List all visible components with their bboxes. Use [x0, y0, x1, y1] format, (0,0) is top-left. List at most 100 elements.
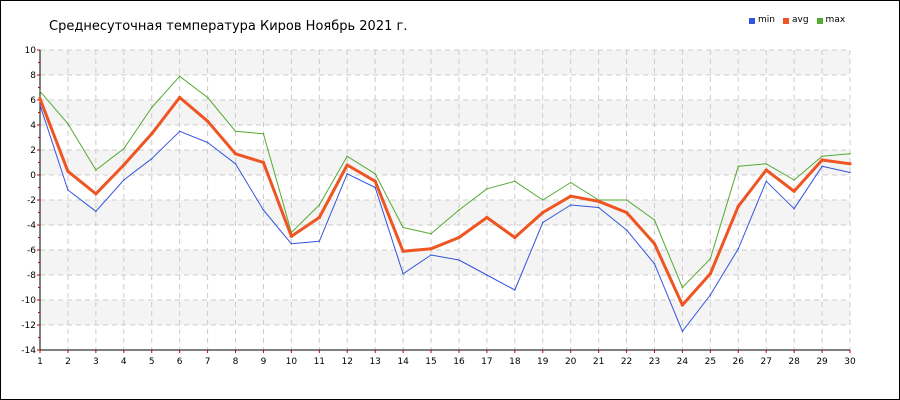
data-point-min: [793, 207, 795, 210]
data-point-min: [849, 171, 851, 174]
data-point-min: [234, 162, 237, 165]
legend-swatch-min: [749, 18, 755, 24]
x-tick-label: 12: [342, 357, 353, 367]
data-point-min: [178, 130, 181, 133]
data-point-avg: [680, 303, 685, 307]
x-tick-label: 22: [621, 357, 632, 367]
background-band: [40, 50, 850, 75]
data-point-max: [318, 204, 321, 206]
legend-label-avg: avg: [791, 15, 809, 25]
data-point-max: [262, 132, 265, 135]
x-tick-label: 19: [537, 357, 549, 367]
data-point-max: [514, 180, 516, 183]
x-tick-label: 28: [788, 357, 800, 367]
x-tick-label: 26: [733, 357, 745, 367]
x-tick-label: 3: [93, 357, 99, 367]
legend-item-min: min: [749, 15, 775, 26]
legend-item-max: max: [816, 15, 846, 26]
data-point-min: [486, 274, 488, 276]
chart-title: Среднесуточная температура Киров Ноябрь …: [49, 19, 408, 34]
data-point-max: [402, 226, 404, 229]
data-point-avg: [485, 215, 489, 220]
x-tick-label: 16: [453, 357, 465, 367]
data-point-min: [653, 262, 656, 265]
data-point-avg: [345, 163, 349, 167]
data-point-max: [486, 187, 488, 190]
data-point-min: [821, 165, 823, 168]
data-point-avg: [848, 162, 852, 166]
data-point-max: [653, 219, 656, 221]
data-point-max: [122, 147, 125, 150]
data-point-min: [430, 254, 432, 256]
data-point-min: [67, 189, 69, 191]
data-point-max: [849, 152, 851, 155]
data-point-max: [765, 162, 768, 165]
x-tick-label: 18: [509, 357, 521, 367]
legend-item-avg: avg: [782, 15, 809, 26]
x-tick-label: 30: [844, 357, 856, 367]
x-tick-label: 23: [649, 357, 660, 367]
data-point-max: [709, 257, 712, 260]
y-tick-label: -10: [21, 296, 36, 306]
data-point-max: [625, 199, 628, 201]
x-tick-label: 2: [65, 357, 71, 367]
data-point-avg: [652, 242, 657, 246]
series-line-max: [39, 75, 851, 288]
data-point-avg: [205, 119, 210, 123]
x-tick-label: 17: [481, 357, 492, 367]
data-point-min: [569, 204, 572, 206]
data-point-max: [681, 286, 684, 289]
data-point-min: [39, 104, 41, 106]
x-tick-label: 10: [286, 357, 298, 367]
data-point-max: [793, 179, 795, 181]
data-point-avg: [708, 272, 712, 276]
data-point-avg: [736, 204, 740, 208]
data-point-max: [178, 75, 181, 78]
x-tick-label: 5: [149, 357, 155, 367]
x-tick-label: 20: [565, 357, 577, 367]
data-point-max: [737, 165, 740, 168]
data-point-min: [597, 206, 600, 209]
x-tick-label: 13: [369, 357, 380, 367]
legend-label-max: max: [825, 15, 846, 25]
data-point-max: [569, 181, 572, 184]
data-point-min: [206, 141, 209, 144]
x-tick-label: 9: [261, 357, 267, 367]
background-band: [40, 200, 850, 225]
data-point-max: [150, 106, 153, 109]
y-tick-label: -6: [27, 246, 36, 256]
y-tick-label: 2: [30, 146, 36, 156]
data-point-avg: [66, 169, 70, 173]
data-point-max: [374, 172, 376, 175]
y-tick-label: -2: [27, 196, 36, 206]
data-point-min: [709, 294, 712, 296]
series-line-avg: [38, 96, 851, 307]
data-point-min: [95, 210, 97, 213]
background-band: [40, 250, 850, 275]
data-point-min: [262, 209, 265, 211]
data-point-avg: [94, 192, 98, 196]
data-point-avg: [38, 97, 42, 101]
data-point-min: [541, 221, 544, 224]
data-point-min: [318, 240, 321, 243]
data-point-min: [681, 330, 684, 333]
x-tick-label: 6: [177, 357, 183, 367]
data-point-max: [541, 199, 544, 201]
data-point-max: [206, 96, 209, 99]
y-tick-label: -8: [27, 271, 36, 281]
legend-swatch-avg: [782, 18, 789, 24]
x-tick-label: 8: [233, 357, 239, 367]
data-point-avg: [597, 199, 601, 203]
data-point-max: [346, 155, 349, 158]
data-point-min: [122, 179, 125, 181]
data-point-avg: [261, 160, 266, 165]
y-tick-label: 4: [30, 121, 36, 131]
data-point-min: [458, 259, 460, 261]
data-point-avg: [178, 95, 182, 100]
data-point-avg: [457, 235, 461, 240]
x-tick-label: 14: [397, 357, 409, 367]
data-point-avg: [569, 194, 573, 198]
y-tick-label: -12: [21, 321, 36, 331]
